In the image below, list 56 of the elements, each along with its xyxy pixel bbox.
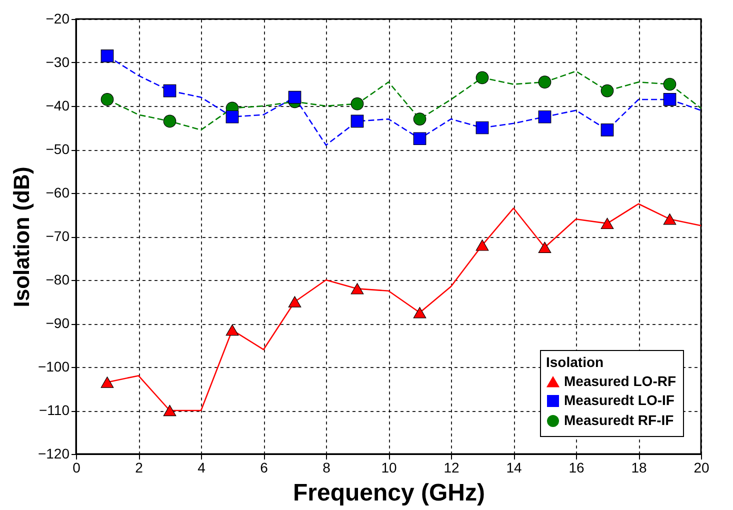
point	[663, 213, 676, 225]
point	[226, 324, 239, 336]
y-tick-label: −100	[38, 358, 70, 374]
point	[413, 132, 426, 146]
x-tick-label: 0	[72, 460, 81, 476]
y-tick-label: −120	[38, 446, 70, 462]
point	[100, 93, 114, 106]
x-tick-label: 14	[506, 460, 522, 476]
y-tick-label: −90	[46, 315, 70, 331]
x-tick-label: 18	[631, 460, 647, 476]
y-tick-label: −50	[46, 141, 70, 157]
point	[413, 307, 426, 318]
x-axis-title: Frequency (GHz)	[292, 480, 486, 506]
legend-label: Measuredt RF-IF	[564, 412, 674, 428]
legend-label: Measured LO-RF	[564, 373, 676, 389]
point	[663, 93, 676, 106]
x-tick-label: 16	[568, 460, 584, 476]
legend-label: Measuredt LO-IF	[564, 392, 675, 408]
point	[476, 240, 489, 251]
point	[288, 90, 302, 104]
point	[476, 121, 489, 134]
y-tick-label: −20	[46, 10, 70, 26]
point	[600, 84, 614, 98]
point	[163, 84, 176, 98]
point	[350, 114, 364, 128]
point	[350, 97, 364, 110]
point	[538, 242, 552, 253]
point	[663, 78, 676, 91]
point	[476, 71, 489, 84]
x-tick-label: 8	[322, 460, 331, 476]
x-tick-label: 4	[198, 460, 206, 476]
point	[413, 112, 426, 126]
point	[100, 50, 114, 62]
x-tick-label: 2	[135, 460, 144, 476]
point	[163, 404, 176, 416]
point	[350, 283, 364, 294]
x-tick-label: 20	[694, 460, 710, 476]
point	[163, 114, 176, 128]
y-tick-label: −110	[39, 402, 70, 418]
y-tick-label: −30	[46, 54, 70, 70]
x-tick-label: 10	[381, 460, 397, 476]
x-tick-label: 6	[260, 460, 268, 476]
point	[100, 376, 114, 388]
y-tick-label: −70	[46, 228, 70, 244]
point	[538, 76, 552, 88]
point	[600, 124, 614, 136]
y-tick-label: −80	[46, 272, 70, 288]
y-axis-title: Isolation (dB)	[8, 166, 34, 308]
point	[288, 296, 302, 308]
y-tick-label: −40	[46, 98, 70, 114]
point	[226, 110, 239, 124]
x-tick-label: 12	[444, 460, 460, 476]
point	[600, 218, 614, 230]
y-tick-label: −60	[46, 184, 70, 200]
legend-title: Isolation	[546, 354, 604, 370]
point	[538, 110, 552, 124]
